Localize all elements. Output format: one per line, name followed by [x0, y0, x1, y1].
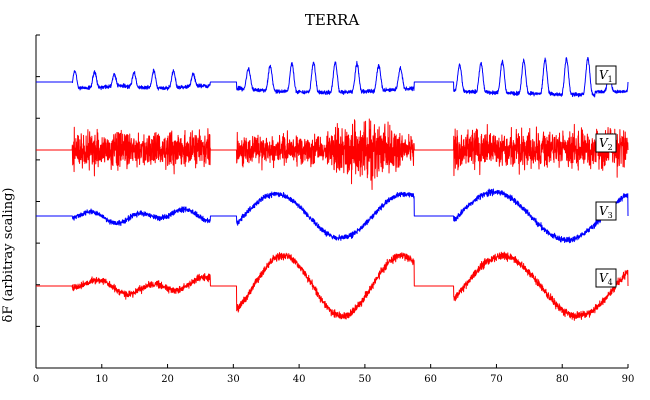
series-label-box	[595, 133, 617, 153]
series-line-v4	[35, 251, 629, 321]
x-tick-label: 80	[556, 374, 569, 385]
series-line-v2	[35, 118, 629, 190]
series-line-v1	[35, 57, 629, 98]
y-axis-label: δF (arbitray scaling)	[1, 188, 16, 323]
series-label-v2: V2	[599, 136, 613, 152]
x-tick-label: 70	[490, 374, 503, 385]
series-label-v4: V4	[599, 271, 613, 287]
x-tick-label: 40	[293, 374, 306, 385]
x-tick-label: 50	[359, 374, 372, 385]
series-label-box	[595, 65, 617, 85]
x-tick-label: 60	[424, 374, 437, 385]
y-axis	[35, 34, 40, 369]
x-tick-label: 10	[95, 374, 108, 385]
series-labels: V1 V2 V3 V4	[595, 65, 617, 288]
series-label-box	[595, 201, 617, 221]
series-label-v1: V1	[599, 68, 613, 84]
plot-area	[35, 57, 629, 321]
series-label-v3: V3	[599, 204, 613, 220]
x-tick-label: 30	[227, 374, 240, 385]
x-tick-label: 90	[622, 374, 635, 385]
series-line-v3	[35, 188, 629, 244]
x-tick-label: 20	[161, 374, 174, 385]
series-label-box	[595, 268, 617, 288]
chart-title: TERRA	[305, 11, 360, 29]
x-tick-label: 0	[33, 374, 39, 385]
x-axis: 0 10 20 30 40 50 60 70 80 90	[33, 364, 635, 385]
